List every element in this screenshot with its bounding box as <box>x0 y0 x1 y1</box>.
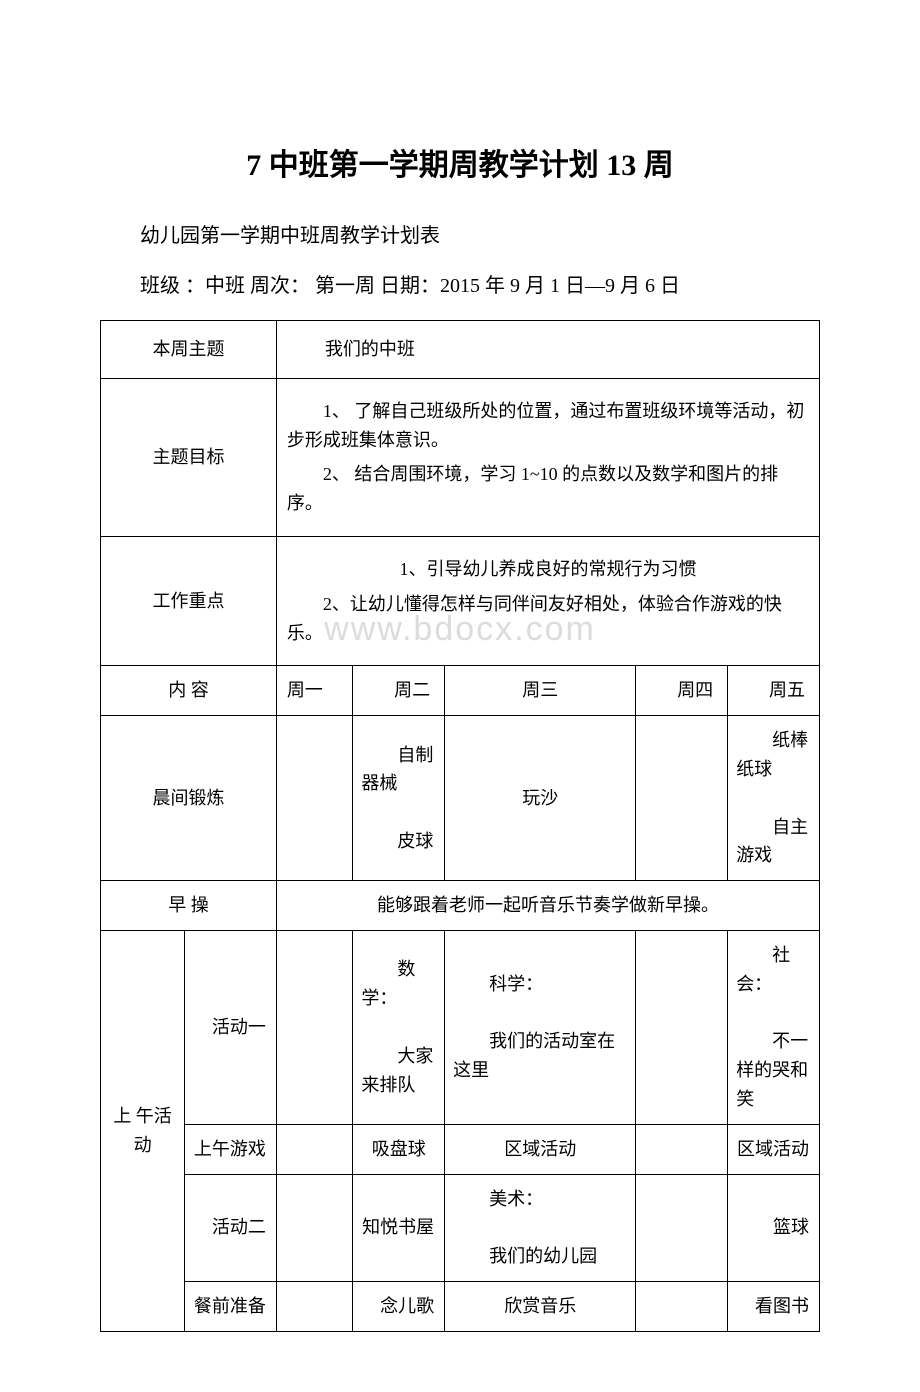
table-row: 主题目标 1、 了解自己班级所处的位置，通过布置班级环境等活动，初步形成班集体意… <box>101 378 820 536</box>
table-row: 上 午活动 活动一 数学： 大家来排队 科学： 我们的活动室在这里 社会： 不一… <box>101 930 820 1124</box>
table-row: 上午游戏 吸盘球 区域活动 区域活动 <box>101 1124 820 1174</box>
am-game-label: 上午游戏 <box>185 1124 277 1174</box>
document-page: 7 中班第一学期周教学计划 13 周 幼儿园第一学期中班周教学计划表 班级 ：中… <box>0 0 920 1392</box>
focus-label: 工作重点 <box>101 536 277 665</box>
schedule-table: 本周主题 我们的中班 主题目标 1、 了解自己班级所处的位置，通过布置班级环境等… <box>100 320 820 1332</box>
table-row: 晨间锻炼 自制器械 皮球 玩沙 纸棒纸球 自主游戏 <box>101 716 820 881</box>
act2-tue: 知悦书屋 <box>353 1174 445 1281</box>
act1-fri: 社会： 不一样的哭和笑 <box>728 930 820 1124</box>
content-label: 内 容 <box>101 666 277 716</box>
morning-ex-tue: 自制器械 皮球 <box>353 716 445 881</box>
table-row: 活动二 知悦书屋 美术： 我们的幼儿园 篮球 <box>101 1174 820 1281</box>
act1-tue: 数学： 大家来排队 <box>353 930 445 1124</box>
morning-ex-fri: 纸棒纸球 自主游戏 <box>728 716 820 881</box>
day-wed: 周三 <box>445 666 636 716</box>
theme-label: 本周主题 <box>101 321 277 379</box>
theme-value: 我们的中班 <box>276 321 819 379</box>
zaocao-value: 能够跟着老师一起听音乐节奏学做新早操。 <box>276 881 819 931</box>
act2-wed: 美术： 我们的幼儿园 <box>445 1174 636 1281</box>
act2-thu <box>636 1174 728 1281</box>
day-mon: 周一 <box>276 666 352 716</box>
goal-line-2: 2、 结合周围环境，学习 1~10 的点数以及数学和图片的排序。 <box>287 460 809 518</box>
page-title: 7 中班第一学期周教学计划 13 周 <box>100 140 820 184</box>
act2-mon <box>276 1174 352 1281</box>
act1-wed: 科学： 我们的活动室在这里 <box>445 930 636 1124</box>
act2-fri: 篮球 <box>728 1174 820 1281</box>
amgame-wed: 区域活动 <box>445 1124 636 1174</box>
meal-mon <box>276 1281 352 1331</box>
intro-paragraph: 幼儿园第一学期中班周教学计划表 <box>100 214 820 258</box>
amgame-thu <box>636 1124 728 1174</box>
table-row: 本周主题 我们的中班 <box>101 321 820 379</box>
morning-ex-mon <box>276 716 352 881</box>
meal-wed: 欣赏音乐 <box>445 1281 636 1331</box>
goal-label: 主题目标 <box>101 378 277 536</box>
meal-tue: 念儿歌 <box>353 1281 445 1331</box>
day-fri: 周五 <box>728 666 820 716</box>
am-activity-label: 上 午活动 <box>101 930 185 1331</box>
act1-thu <box>636 930 728 1124</box>
morning-exercise-label: 晨间锻炼 <box>101 716 277 881</box>
theme-text: 我们的中班 <box>325 339 415 359</box>
activity1-label: 活动一 <box>185 930 277 1124</box>
table-row: 工作重点 1、引导幼儿养成良好的常规行为习惯 2、让幼儿懂得怎样与同伴间友好相处… <box>101 536 820 665</box>
focus-line-1: 1、引导幼儿养成良好的常规行为习惯 <box>287 555 809 584</box>
activity2-label: 活动二 <box>185 1174 277 1281</box>
table-row: 早 操 能够跟着老师一起听音乐节奏学做新早操。 <box>101 881 820 931</box>
goal-cell: 1、 了解自己班级所处的位置，通过布置班级环境等活动，初步形成班集体意识。 2、… <box>276 378 819 536</box>
morning-ex-wed: 玩沙 <box>445 716 636 881</box>
table-row: 餐前准备 念儿歌 欣赏音乐 看图书 <box>101 1281 820 1331</box>
focus-cell: 1、引导幼儿养成良好的常规行为习惯 2、让幼儿懂得怎样与同伴间友好相处，体验合作… <box>276 536 819 665</box>
amgame-mon <box>276 1124 352 1174</box>
amgame-fri: 区域活动 <box>728 1124 820 1174</box>
meal-fri: 看图书 <box>728 1281 820 1331</box>
meta-paragraph: 班级 ：中班 周次： 第一周 日期：2015 年 9 月 1 日—9 月 6 日 <box>100 264 820 308</box>
meal-prep-label: 餐前准备 <box>185 1281 277 1331</box>
focus-line-2: 2、让幼儿懂得怎样与同伴间友好相处，体验合作游戏的快乐。 <box>287 590 809 648</box>
amgame-tue: 吸盘球 <box>353 1124 445 1174</box>
zaocao-label: 早 操 <box>101 881 277 931</box>
meal-thu <box>636 1281 728 1331</box>
goal-line-1: 1、 了解自己班级所处的位置，通过布置班级环境等活动，初步形成班集体意识。 <box>287 397 809 455</box>
morning-ex-thu <box>636 716 728 881</box>
day-thu: 周四 <box>636 666 728 716</box>
act1-mon <box>276 930 352 1124</box>
day-tue: 周二 <box>353 666 445 716</box>
table-row: 内 容 周一 周二 周三 周四 周五 <box>101 666 820 716</box>
